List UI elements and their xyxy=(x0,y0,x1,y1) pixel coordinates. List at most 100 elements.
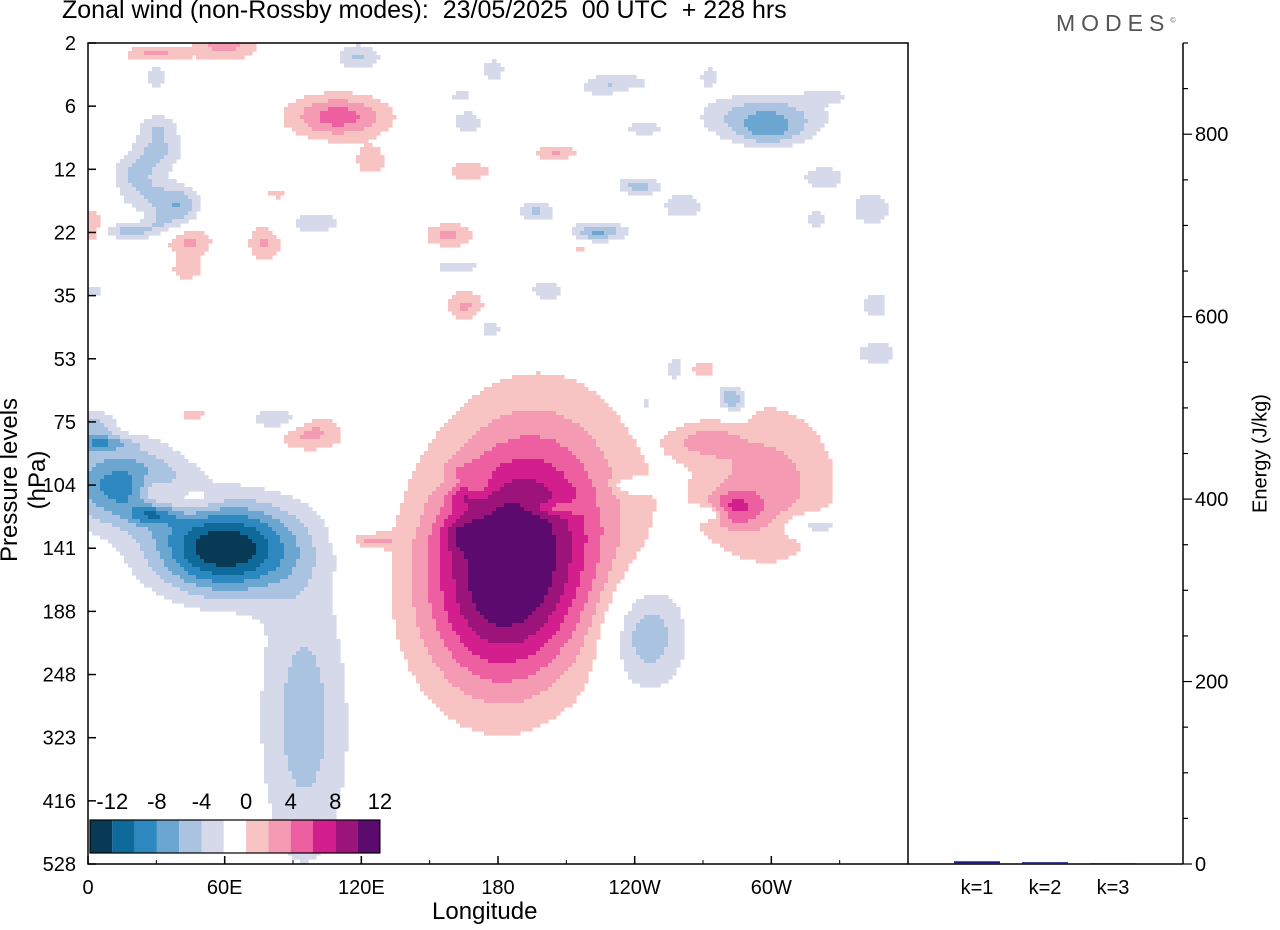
contour-cell xyxy=(428,579,441,584)
contour-cell xyxy=(152,127,165,132)
contour-cell xyxy=(184,411,205,416)
y-tick-label: 248 xyxy=(43,665,76,687)
contour-cell xyxy=(752,131,785,136)
contour-cell xyxy=(412,563,429,568)
contour-cell xyxy=(428,575,441,580)
contour-cell xyxy=(152,535,169,540)
contour-cell xyxy=(812,223,821,228)
contour-cell xyxy=(260,695,285,700)
contour-cell xyxy=(664,203,701,208)
contour-cell xyxy=(400,507,425,512)
contour-cell xyxy=(692,475,729,480)
colorbar-label: 12 xyxy=(368,789,392,814)
contour-cell xyxy=(428,587,441,592)
contour-cell xyxy=(608,571,625,576)
contour-cell xyxy=(192,199,201,204)
contour-cell xyxy=(808,215,825,220)
contour-cell xyxy=(732,459,793,464)
contour-cell xyxy=(168,543,185,548)
contour-cell xyxy=(128,563,149,568)
contour-cell xyxy=(296,515,321,520)
contour-cell xyxy=(184,243,197,248)
contour-cell xyxy=(492,447,569,452)
contour-cell xyxy=(264,511,289,516)
contour-cell xyxy=(140,547,157,552)
contour-cell xyxy=(360,167,381,172)
contour-cell xyxy=(208,531,241,536)
contour-cell xyxy=(756,559,777,564)
contour-cell xyxy=(724,479,801,484)
contour-cell xyxy=(300,591,333,596)
contour-cell xyxy=(288,767,321,772)
contour-cell xyxy=(536,371,541,376)
contour-cell xyxy=(448,303,461,308)
contour-cell xyxy=(132,163,157,168)
contour-cell xyxy=(588,627,601,632)
contour-cell xyxy=(392,615,417,620)
contour-cell xyxy=(620,535,649,540)
contour-cell xyxy=(664,623,685,628)
contour-cell xyxy=(628,671,677,676)
contour-cell xyxy=(304,447,317,452)
contour-cell xyxy=(776,447,825,452)
contour-cell xyxy=(120,527,149,532)
contour-cell xyxy=(720,511,729,516)
contour-cell xyxy=(288,575,313,580)
contour-cell xyxy=(392,607,417,612)
contour-cell xyxy=(544,599,561,604)
contour-cell xyxy=(440,535,449,540)
contour-cell xyxy=(688,479,725,484)
contour-cell xyxy=(716,487,801,492)
contour-cell xyxy=(452,559,469,564)
contour-cell xyxy=(564,615,581,620)
contour-cell xyxy=(140,543,157,548)
contour-cell xyxy=(452,507,469,512)
contour-cell xyxy=(448,547,461,552)
contour-cell xyxy=(140,191,185,196)
contour-cell xyxy=(856,215,885,220)
contour-cell xyxy=(176,255,201,260)
contour-cell xyxy=(280,507,313,512)
contour-cell xyxy=(460,611,481,616)
contour-cell xyxy=(460,607,477,612)
contour-cell xyxy=(296,427,313,432)
contour-cell xyxy=(148,495,185,500)
contour-cell xyxy=(288,527,309,532)
contour-cell xyxy=(392,551,413,556)
contour-cell xyxy=(144,215,157,220)
contour-cell xyxy=(468,567,557,572)
contour-cell xyxy=(444,471,457,476)
contour-cell xyxy=(704,107,733,112)
contour-cell xyxy=(148,563,165,568)
contour-cell xyxy=(436,487,453,492)
contour-cell xyxy=(448,543,457,548)
contour-cell xyxy=(360,163,385,168)
contour-cell xyxy=(308,579,333,584)
y-tick-label: 2 xyxy=(65,33,76,55)
contour-cell xyxy=(460,487,469,492)
contour-cell xyxy=(320,675,345,680)
contour-cell xyxy=(620,187,633,192)
contour-cell xyxy=(444,523,453,528)
contour-cell xyxy=(120,187,137,192)
contour-cell xyxy=(196,239,213,244)
contour-cell xyxy=(440,563,453,568)
contour-cell xyxy=(92,467,149,472)
contour-cell xyxy=(136,539,157,544)
contour-cell xyxy=(284,115,301,120)
contour-cell xyxy=(716,511,721,516)
contour-cell xyxy=(152,483,241,488)
contour-cell xyxy=(488,619,525,624)
contour-cell xyxy=(236,563,261,568)
contour-cell xyxy=(132,479,145,484)
contour-cell xyxy=(496,623,513,628)
contour-cell xyxy=(416,619,437,624)
contour-cell xyxy=(588,591,601,596)
contour-cell xyxy=(284,107,305,112)
contour-cell xyxy=(712,491,729,496)
contour-cell xyxy=(268,635,337,640)
contour-cell xyxy=(756,139,781,144)
contour-cell xyxy=(440,543,449,548)
contour-cell xyxy=(452,571,469,576)
contour-cell xyxy=(860,351,893,356)
